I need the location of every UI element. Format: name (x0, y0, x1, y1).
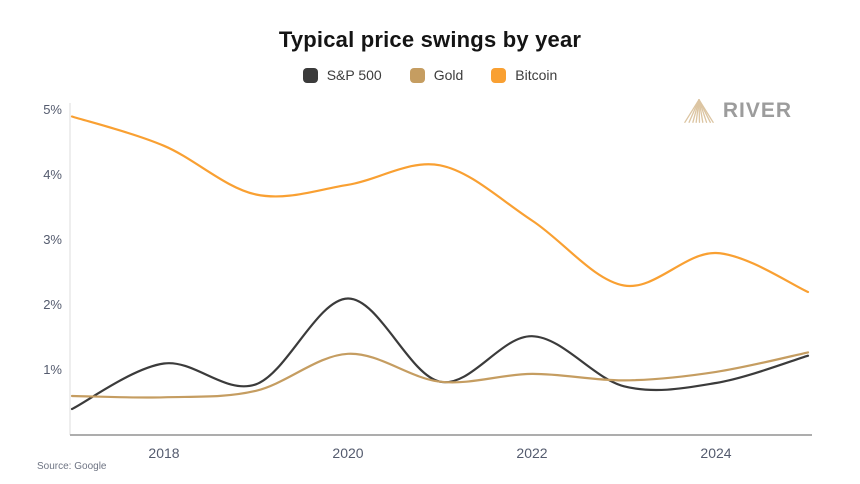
x-tick-label: 2024 (700, 445, 732, 461)
legend: S&P 500 Gold Bitcoin (0, 67, 860, 83)
river-logo-text: RIVER (722, 99, 792, 122)
legend-label-sp500: S&P 500 (326, 67, 382, 83)
legend-item-gold: Gold (409, 67, 464, 83)
source-note: Source: Google (37, 461, 107, 472)
chart-title: Typical price swings by year (278, 27, 582, 52)
legend-swatch-sp500 (302, 67, 318, 83)
line-bitcoin (70, 115, 810, 294)
river-logo: RIVER (683, 97, 792, 125)
legend-swatch-gold (409, 67, 425, 83)
y-tick-label: 1% (43, 362, 62, 377)
x-tick-label: 2020 (332, 445, 364, 461)
y-tick-label: 5% (43, 102, 62, 117)
legend-item-bitcoin: Bitcoin (491, 67, 557, 83)
y-tick-label: 3% (43, 232, 62, 247)
y-tick-label: 2% (43, 297, 62, 312)
legend-swatch-bitcoin (491, 67, 507, 83)
x-tick-label: 2018 (148, 445, 180, 461)
line-gold (70, 351, 810, 399)
legend-label-gold: Gold (433, 67, 464, 83)
y-tick-label: 4% (43, 167, 62, 182)
line-s-p-500 (70, 297, 810, 411)
legend-label-bitcoin: Bitcoin (515, 67, 558, 83)
x-tick-label: 2022 (516, 445, 548, 461)
mountain-icon (684, 99, 714, 123)
legend-item-sp500: S&P 500 (302, 67, 382, 83)
